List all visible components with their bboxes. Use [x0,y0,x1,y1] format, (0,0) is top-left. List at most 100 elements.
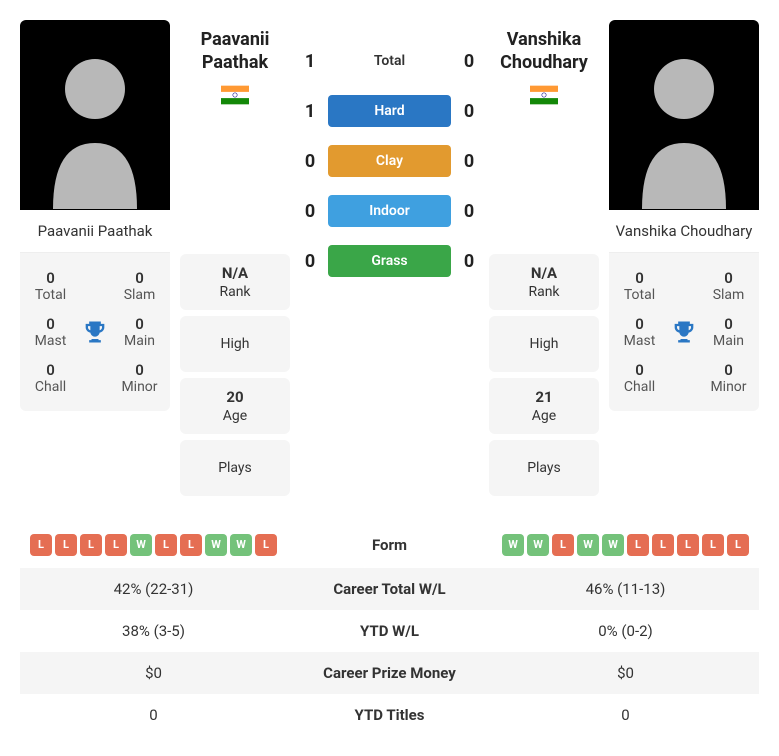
age-label: Age [223,408,247,424]
form-win-badge: W [577,534,599,556]
form-loss-badge: L [627,534,649,556]
plays-label: Plays [218,460,252,476]
h2h-grass-p2: 0 [459,251,479,272]
p2-slam-v: 0 [704,269,753,287]
age-label: Age [532,408,556,424]
ytd-wl-label: YTD W/L [287,610,492,652]
form-loss-badge: L [727,534,749,556]
p1-career-wl: 42% (22-31) [20,568,287,610]
p1-plays-box: Plays [180,440,290,496]
p1-minor-l: Minor [115,379,164,395]
p1-ytd-titles: 0 [20,694,287,736]
h2h-hard-p1: 1 [300,101,320,122]
avatar-icon [624,40,744,210]
form-loss-badge: L [55,534,77,556]
trophy-icon [81,318,109,346]
career-wl-label: Career Total W/L [287,568,492,610]
form-loss-badge: L [30,534,52,556]
p2-slam-l: Slam [704,287,753,303]
flag-india-icon [221,85,249,105]
p1-main-l: Main [115,333,164,349]
surface-hard[interactable]: Hard [328,95,451,127]
p2-mast-v: 0 [615,315,664,333]
h2h-grass-p1: 0 [300,251,320,272]
p2-total-v: 0 [615,269,664,287]
p1-chall-v: 0 [26,361,75,379]
p2-age-v: 21 [493,388,595,406]
p2-main-l: Main [704,333,753,349]
form-loss-badge: L [180,534,202,556]
p2-ytd-wl: 0% (0-2) [492,610,759,652]
form-loss-badge: L [155,534,177,556]
form-win-badge: W [502,534,524,556]
p2-rank-v: N/A [493,264,595,282]
table-row: $0 Career Prize Money $0 [20,652,759,694]
table-row: LLLLWLLWWL Form WWLWWLLLLL [20,522,759,568]
surface-grass[interactable]: Grass [328,245,451,277]
player2-name-label: Vanshika Choudhary [609,210,759,253]
h2h-total-p1: 1 [300,51,320,72]
form-label: Form [287,522,492,568]
form-loss-badge: L [255,534,277,556]
h2h-total-p2: 0 [459,51,479,72]
p1-age-v: 20 [184,388,286,406]
p2-prize: $0 [492,652,759,694]
p2-high-box: High [489,316,599,372]
form-loss-badge: L [652,534,674,556]
p1-main-v: 0 [115,315,164,333]
table-row: 38% (3-5) YTD W/L 0% (0-2) [20,610,759,652]
p1-form: LLLLWLLWWL [30,534,277,556]
form-win-badge: W [602,534,624,556]
form-win-badge: W [230,534,252,556]
player1-header: Paavanii Paathak [180,20,290,109]
p1-minor-v: 0 [115,361,164,379]
rank-label: Rank [528,284,559,300]
h2h-column: 1 Total 0 1 Hard 0 0 Clay 0 0 Indoor 0 0 [300,20,479,277]
h2h-clay-p2: 0 [459,151,479,172]
p2-rank-box: N/A Rank [489,254,599,310]
p1-slam-v: 0 [115,269,164,287]
form-loss-badge: L [552,534,574,556]
surface-clay[interactable]: Clay [328,145,451,177]
h2h-clay-p1: 0 [300,151,320,172]
player1-photo [20,20,170,210]
table-row: 42% (22-31) Career Total W/L 46% (11-13) [20,568,759,610]
p2-plays-box: Plays [489,440,599,496]
p1-total-l: Total [26,287,75,303]
form-loss-badge: L [80,534,102,556]
p2-chall-v: 0 [615,361,664,379]
p2-minor-l: Minor [704,379,753,395]
table-row: 0 YTD Titles 0 [20,694,759,736]
p2-age-box: 21 Age [489,378,599,434]
p1-high-box: High [180,316,290,372]
p1-ytd-wl: 38% (3-5) [20,610,287,652]
prize-label: Career Prize Money [287,652,492,694]
p1-chall-l: Chall [26,379,75,395]
h2h-indoor-p1: 0 [300,201,320,222]
form-win-badge: W [130,534,152,556]
h2h-indoor-p2: 0 [459,201,479,222]
p2-ytd-titles: 0 [492,694,759,736]
player1-card: Paavanii Paathak 0 Total 0 Slam 0 Mast [20,20,170,411]
player1-name-label: Paavanii Paathak [20,210,170,253]
player2-header: Vanshika Choudhary [489,20,599,109]
h2h-total-label: Total [328,45,451,77]
player1-last: Paathak [180,51,290,74]
player2-photo [609,20,759,210]
high-label: High [530,336,559,352]
h2h-hard-p2: 0 [459,101,479,122]
p2-form: WWLWWLLLLL [502,534,749,556]
p1-total-v: 0 [26,269,75,287]
p1-mast-v: 0 [26,315,75,333]
p2-mast-l: Mast [615,333,664,349]
p1-prize: $0 [20,652,287,694]
form-loss-badge: L [677,534,699,556]
surface-indoor[interactable]: Indoor [328,195,451,227]
player2-first: Vanshika [489,28,599,51]
p2-minor-v: 0 [704,361,753,379]
plays-label: Plays [527,460,561,476]
ytd-titles-label: YTD Titles [287,694,492,736]
form-win-badge: W [205,534,227,556]
p1-rank-box: N/A Rank [180,254,290,310]
p1-rank-v: N/A [184,264,286,282]
